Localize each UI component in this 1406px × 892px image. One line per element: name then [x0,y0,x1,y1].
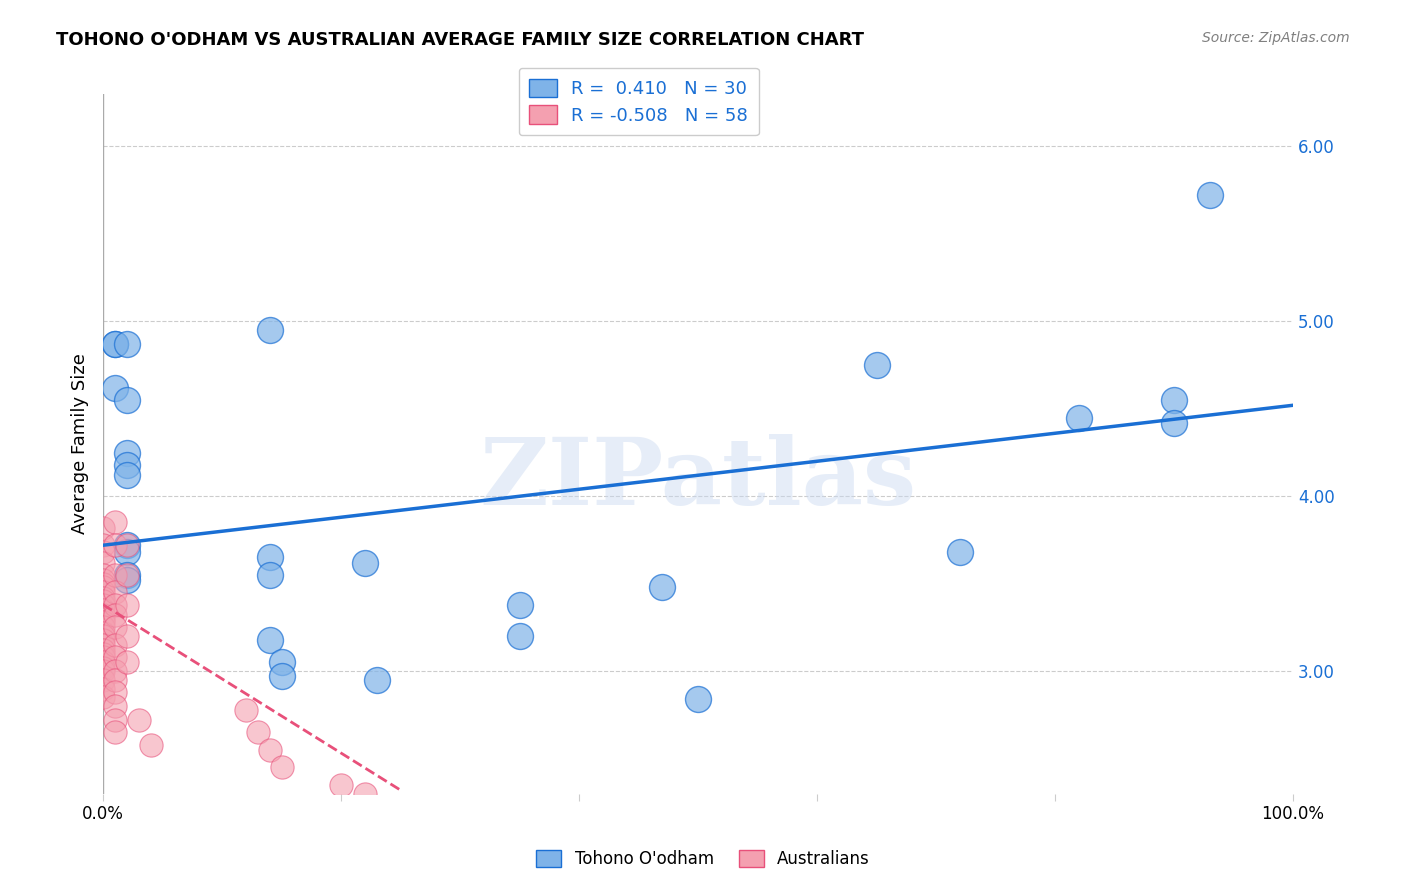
Point [270,669,292,683]
Legend: R =  0.410   N = 30, R = -0.508   N = 58: R = 0.410 N = 30, R = -0.508 N = 58 [519,68,759,136]
Point [115,573,138,587]
Text: Source: ZipAtlas.com: Source: ZipAtlas.com [1202,31,1350,45]
Text: TOHONO O'ODHAM VS AUSTRALIAN AVERAGE FAMILY SIZE CORRELATION CHART: TOHONO O'ODHAM VS AUSTRALIAN AVERAGE FAM… [56,31,865,49]
Point [91,585,114,599]
Point [651,580,673,594]
Point [104,337,127,351]
Point [259,743,281,757]
Point [91,538,114,552]
Point [235,703,257,717]
Point [115,629,138,643]
Point [91,620,114,634]
Point [949,545,972,559]
Point [115,468,138,483]
Point [91,681,114,696]
Point [115,458,138,472]
Point [104,685,127,699]
Point [91,656,114,670]
Point [91,647,114,661]
Text: ZIPatlas: ZIPatlas [479,434,917,524]
Point [91,568,114,582]
Point [246,725,269,739]
Point [104,516,127,530]
Point [91,573,114,587]
Point [509,598,531,612]
Point [91,598,114,612]
Point [104,381,127,395]
Point [115,445,138,459]
Point [91,603,114,617]
Point [91,638,114,652]
Point [1198,188,1220,202]
Point [104,699,127,714]
Point [354,787,377,801]
Point [139,738,162,752]
Point [104,638,127,652]
Point [115,392,138,407]
Point [91,545,114,559]
Legend: Tohono O'odham, Australians: Tohono O'odham, Australians [530,843,876,875]
Point [91,591,114,605]
Point [104,538,127,552]
Y-axis label: Average Family Size: Average Family Size [72,353,89,534]
Point [1067,410,1090,425]
Point [330,778,353,792]
Point [91,608,114,623]
Point [91,673,114,687]
Point [270,656,292,670]
Point [91,594,114,608]
Point [91,576,114,591]
Point [115,568,138,582]
Point [104,337,127,351]
Point [91,629,114,643]
Point [91,643,114,657]
Point [128,713,150,727]
Point [104,608,127,623]
Point [115,568,138,582]
Point [259,632,281,647]
Point [91,580,114,594]
Point [91,612,114,626]
Point [115,656,138,670]
Point [91,664,114,678]
Point [259,323,281,337]
Point [115,538,138,552]
Point [259,568,281,582]
Point [104,568,127,582]
Point [104,650,127,665]
Point [259,550,281,565]
Point [91,690,114,705]
Point [270,760,292,774]
Point [91,632,114,647]
Point [865,358,887,372]
Point [91,615,114,630]
Point [104,725,127,739]
Point [91,650,114,665]
Point [104,673,127,687]
Point [686,692,709,706]
Point [91,625,114,640]
Point [91,521,114,535]
Point [115,598,138,612]
Point [115,538,138,552]
Point [1163,416,1185,430]
Point [104,620,127,634]
Point [354,556,377,570]
Point [509,629,531,643]
Point [366,673,388,687]
Point [104,585,127,599]
Point [104,664,127,678]
Point [104,713,127,727]
Point [115,337,138,351]
Point [1163,392,1185,407]
Point [115,545,138,559]
Point [104,598,127,612]
Point [91,556,114,570]
Point [91,661,114,675]
